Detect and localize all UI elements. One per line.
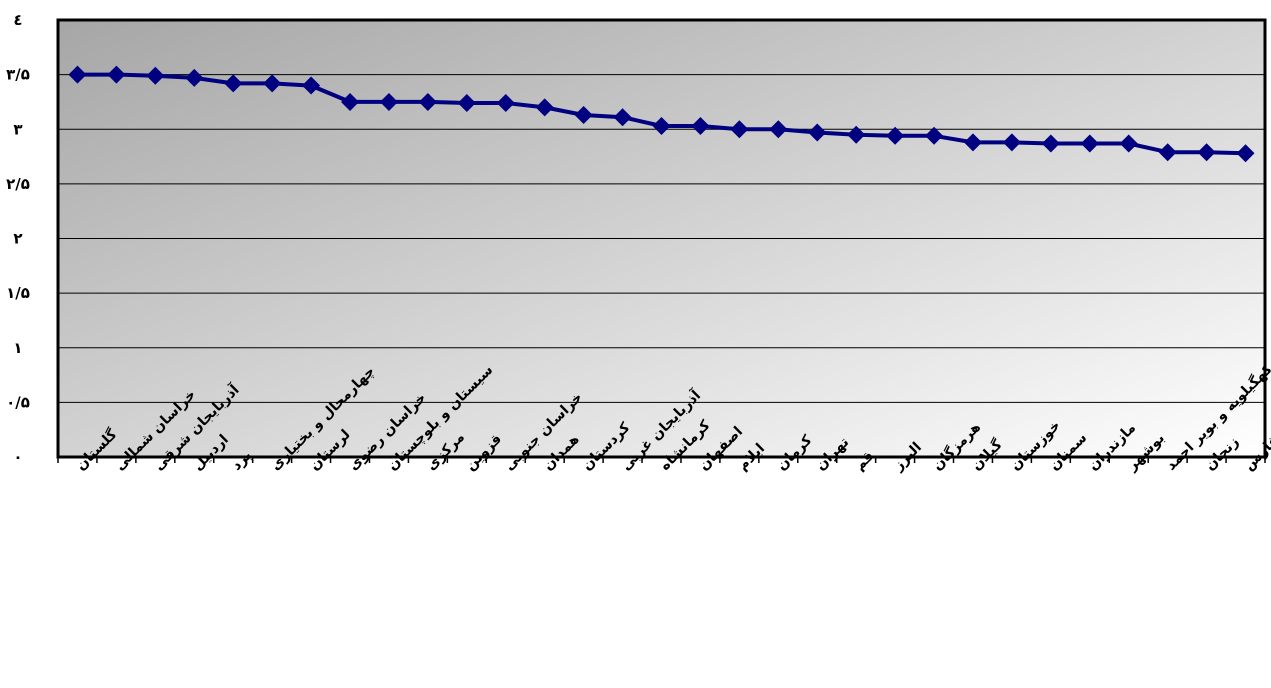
data-point-marker bbox=[1002, 133, 1021, 152]
data-point-marker bbox=[847, 125, 866, 144]
data-point-marker bbox=[379, 92, 398, 111]
data-point-marker bbox=[613, 108, 632, 127]
data-point-marker bbox=[1197, 143, 1216, 162]
data-point-marker bbox=[1080, 134, 1099, 153]
y-tick-label: ۰/۵ bbox=[6, 393, 30, 411]
data-point-marker bbox=[652, 116, 671, 135]
data-point-marker bbox=[457, 94, 476, 113]
y-tick-label: ٤ bbox=[13, 11, 22, 29]
data-point-marker bbox=[730, 120, 749, 139]
y-tick-label: ۳ bbox=[13, 120, 22, 138]
data-point-marker bbox=[1158, 143, 1177, 162]
data-point-marker bbox=[146, 66, 165, 85]
data-point-marker bbox=[1041, 134, 1060, 153]
data-point-marker bbox=[963, 133, 982, 152]
y-tick-label: ۲/۵ bbox=[6, 175, 30, 193]
data-point-marker bbox=[107, 65, 126, 84]
data-point-marker bbox=[263, 74, 282, 93]
plot-border bbox=[56, 18, 1267, 459]
data-point-marker bbox=[808, 123, 827, 142]
y-tick-label: ۰ bbox=[13, 448, 22, 466]
y-tick-label: ۱ bbox=[13, 339, 22, 357]
data-point-marker bbox=[68, 65, 87, 84]
data-point-marker bbox=[886, 126, 905, 145]
data-point-marker bbox=[574, 106, 593, 125]
y-tick-label: ۳/۵ bbox=[6, 66, 30, 84]
y-tick-label: ۲ bbox=[13, 230, 22, 248]
data-point-marker bbox=[691, 116, 710, 135]
data-point-marker bbox=[496, 94, 515, 113]
data-point-marker bbox=[185, 68, 204, 87]
y-tick-label: ۱/۵ bbox=[6, 284, 30, 302]
data-point-marker bbox=[535, 98, 554, 117]
data-point-marker bbox=[302, 76, 321, 95]
data-point-marker bbox=[341, 92, 360, 111]
data-point-marker bbox=[769, 120, 788, 139]
data-point-marker bbox=[224, 74, 243, 93]
series-line-group bbox=[68, 65, 1255, 163]
data-point-marker bbox=[925, 126, 944, 145]
y-axis: ۰ ۰/۵ ۱ ۱/۵ ۲ ۲/۵ ۳ ۳/۵ ٤ bbox=[6, 11, 30, 466]
data-point-marker bbox=[418, 92, 437, 111]
data-point-marker bbox=[1236, 144, 1255, 163]
data-point-marker bbox=[1119, 134, 1138, 153]
